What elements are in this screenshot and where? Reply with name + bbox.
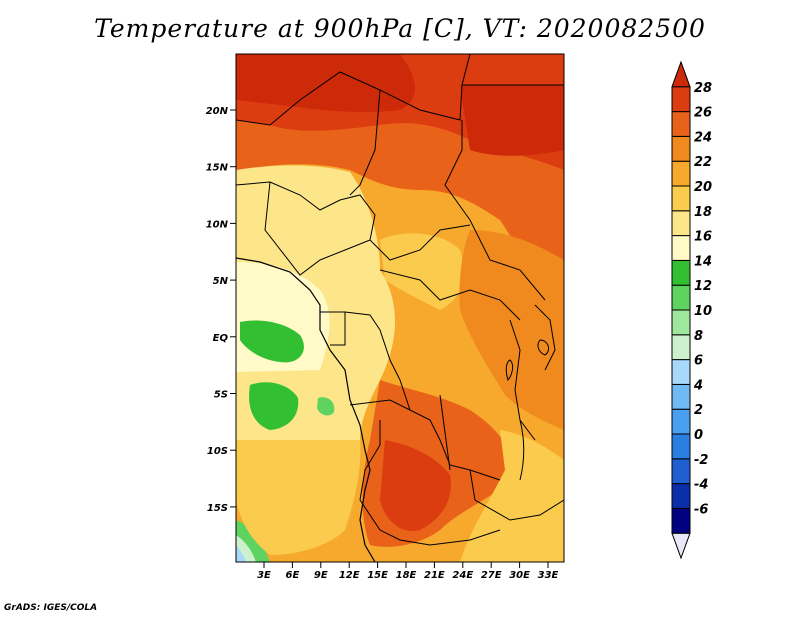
field-southwest-mild	[236, 440, 361, 555]
colorbar-bin	[671, 210, 691, 237]
lat-tick-label: 20N	[206, 106, 229, 117]
colorbar-bin	[671, 532, 691, 560]
colorbar-label: 16	[694, 230, 712, 245]
grads-credit: GrADS: IGES/COLA	[4, 603, 98, 613]
lon-tick-label: 33E	[538, 570, 559, 581]
colorbar-bin	[671, 408, 691, 435]
lon-tick-label: 6E	[286, 570, 300, 581]
colorbar-bin	[671, 135, 691, 162]
longitude-axis: 3E 6E 9E 12E 15E 18E 21E 24E 27E 30E 33E	[257, 562, 559, 581]
lat-tick-label: EQ	[213, 333, 229, 344]
colorbar-label: 2	[694, 403, 703, 418]
lon-tick-label: 30E	[509, 570, 530, 581]
field-cool-patch-2	[249, 382, 299, 430]
colorbar-bin	[671, 309, 691, 336]
lat-tick-label: 10S	[207, 446, 228, 457]
lat-tick-label: 5S	[214, 390, 228, 401]
lat-tick-label: 10N	[206, 219, 229, 230]
colorbar-bin	[671, 60, 691, 88]
colorbar-label: 14	[694, 254, 712, 269]
field-cool-patch-6	[236, 545, 246, 562]
lat-tick-label: 15N	[206, 163, 229, 174]
lat-tick-label: 15S	[207, 503, 228, 514]
colorbar-label: 4	[693, 378, 703, 393]
field-southeast-mild	[460, 430, 564, 562]
field-northeast-hottest	[460, 85, 564, 156]
lon-tick-label: 18E	[396, 570, 417, 581]
chart-title: Temperature at 900hPa [C], VT: 202008250…	[94, 14, 706, 43]
colorbar-bin	[671, 483, 691, 509]
colorbar-bin	[671, 383, 691, 410]
colorbar-bin	[671, 185, 691, 212]
lon-tick-label: 21E	[424, 570, 445, 581]
colorbar-label: 6	[694, 354, 703, 369]
lat-tick-label: 5N	[213, 276, 229, 287]
lon-tick-label: 27E	[481, 570, 502, 581]
map-frame	[235, 53, 565, 563]
field-south-very-hot	[380, 440, 451, 531]
lon-tick-label: 9E	[314, 570, 328, 581]
colorbar-bin	[671, 433, 691, 460]
colorbar-label: -6	[694, 502, 708, 517]
colorbar-label: 22	[694, 155, 712, 170]
coastline	[236, 257, 376, 562]
colorbar-bin	[671, 507, 691, 534]
lon-tick-label: 24E	[452, 570, 473, 581]
lon-tick-label: 3E	[257, 570, 271, 581]
colorbar-bin	[671, 359, 691, 385]
colorbar-label: 0	[694, 428, 703, 443]
field-cool-patch-3	[317, 397, 335, 416]
colorbar-label: 26	[694, 106, 712, 121]
field-northwest-hottest	[236, 54, 415, 113]
field-central-warm	[380, 233, 464, 310]
colorbar-bin	[671, 458, 691, 485]
colorbar-bin	[671, 160, 691, 187]
colorbar-label: 24	[694, 130, 712, 145]
colorbar-bin	[671, 334, 691, 361]
lakes	[505, 339, 550, 481]
country-borders	[236, 54, 564, 546]
colorbar-label: -2	[694, 453, 708, 468]
colorbar-bin	[671, 111, 691, 137]
lon-tick-label: 12E	[339, 570, 360, 581]
colorbar-bin	[671, 259, 691, 286]
colorbar-label: 10	[694, 304, 712, 319]
colorbar-label: -4	[694, 478, 708, 493]
lon-tick-label: 15E	[367, 570, 388, 581]
latitude-axis: 20N 15N 10N 5N EQ 5S 10S 15S	[206, 106, 236, 514]
field-cool-patch-1	[240, 320, 304, 363]
colorbar-bin	[671, 86, 691, 113]
temperature-field	[236, 54, 564, 562]
colorbar-label: 18	[694, 205, 712, 220]
colorbar-label: 8	[694, 329, 703, 344]
colorbar-bin	[671, 284, 691, 311]
colorbar-label: 28	[694, 81, 712, 96]
colorbar-bin	[671, 235, 691, 261]
colorbar-label: 12	[694, 279, 712, 294]
field-east-warm	[459, 230, 564, 430]
colorbar-label: 20	[694, 180, 712, 195]
